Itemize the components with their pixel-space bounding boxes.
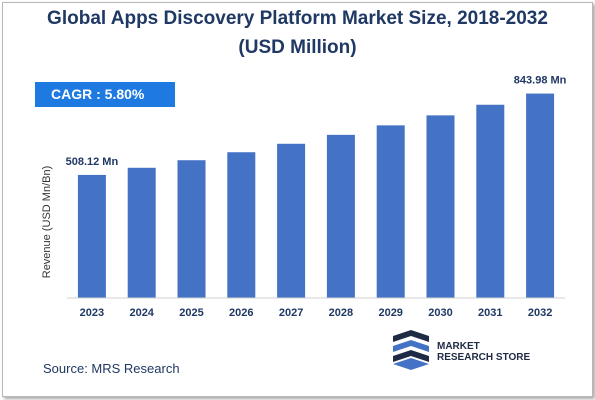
- brand-line-1: MARKET: [437, 341, 480, 352]
- source-note: Source: MRS Research: [43, 361, 180, 376]
- bar-2024: [127, 167, 156, 298]
- bars-group: [77, 93, 555, 298]
- chart-subtitle: (USD Million): [238, 37, 357, 58]
- x-tick-label-2024: 2024: [129, 307, 154, 319]
- data-label-2023: 508.12 Mn: [66, 156, 119, 168]
- y-axis-label: Revenue (USD Mn/Bn): [41, 165, 53, 279]
- chart-title: Global Apps Discovery Platform Market Si…: [47, 8, 548, 29]
- bar-2031: [476, 104, 505, 298]
- brand-line-2: RESEARCH STORE: [437, 352, 531, 363]
- bar-2026: [227, 152, 256, 298]
- x-tick-label-2026: 2026: [229, 307, 253, 319]
- x-tick-label-2030: 2030: [428, 307, 452, 319]
- x-tick-label-2029: 2029: [378, 307, 402, 319]
- x-tick-labels: 2023 2024 2025 2026 2027 2028 2029 2030 2031 2032: [80, 307, 553, 319]
- data-label-2032: 843.98 Mn: [514, 75, 567, 87]
- brand-name: MARKET RESEARCH STORE: [437, 341, 530, 363]
- bar-2025: [177, 160, 206, 298]
- bar-2028: [326, 134, 355, 298]
- bar-2030: [426, 115, 455, 298]
- x-tick-label-2032: 2032: [528, 307, 552, 319]
- bar-2027: [277, 143, 306, 298]
- bar-2032: [526, 93, 555, 298]
- cagr-badge: CAGR : 5.80%: [35, 82, 175, 107]
- data-labels: 508.12 Mn 843.98 Mn: [66, 75, 567, 168]
- x-tick-label-2028: 2028: [329, 307, 353, 319]
- bar-2023: [77, 174, 106, 298]
- x-tick-label-2031: 2031: [478, 307, 502, 319]
- x-tick-label-2027: 2027: [279, 307, 303, 319]
- x-tick-label-2025: 2025: [179, 307, 203, 319]
- x-tick-label-2023: 2023: [80, 307, 104, 319]
- market-research-store-logo-icon: [393, 330, 429, 370]
- bar-2029: [376, 125, 405, 298]
